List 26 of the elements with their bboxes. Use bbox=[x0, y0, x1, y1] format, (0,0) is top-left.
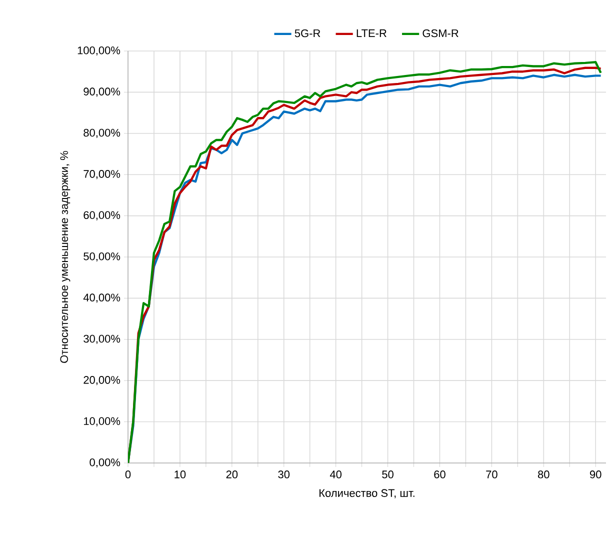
x-axis-title: Количество ST, шт. bbox=[320, 489, 414, 498]
y-tick-label: 90,00% bbox=[84, 88, 120, 97]
y-tick-label: 20,00% bbox=[84, 376, 120, 386]
y-tick-label: 100,00% bbox=[78, 46, 120, 56]
x-tick-label: 0 bbox=[125, 470, 131, 478]
x-tick-label: 40 bbox=[330, 470, 342, 478]
y-axis-title: Относительное уменьшение задержки, % bbox=[60, 151, 70, 363]
y-tick-label: 30,00% bbox=[84, 334, 120, 344]
x-tick-label: 50 bbox=[382, 470, 394, 478]
y-tick-label: 10,00% bbox=[84, 417, 120, 426]
x-tick-label: 80 bbox=[538, 470, 550, 478]
x-tick-label: 70 bbox=[486, 470, 498, 478]
legend-label: GSM-R bbox=[422, 29, 458, 38]
y-tick-label: 0,00% bbox=[90, 458, 120, 468]
legend-label: LTE-R bbox=[356, 29, 386, 37]
x-tick-label: 60 bbox=[434, 470, 446, 478]
x-tick-label: 90 bbox=[590, 470, 602, 478]
legend-label: 5G-R bbox=[294, 29, 320, 38]
x-tick-label: 10 bbox=[174, 470, 186, 478]
x-tick-label: 20 bbox=[226, 470, 238, 478]
y-tick-label: 70,00% bbox=[84, 170, 120, 180]
x-tick-label: 30 bbox=[278, 470, 290, 478]
y-tick-label: 40,00% bbox=[83, 294, 120, 303]
y-tick-label: 80,00% bbox=[84, 128, 120, 138]
y-tick-label: 50,00% bbox=[84, 252, 120, 262]
y-tick-label: 60,00% bbox=[84, 211, 120, 220]
